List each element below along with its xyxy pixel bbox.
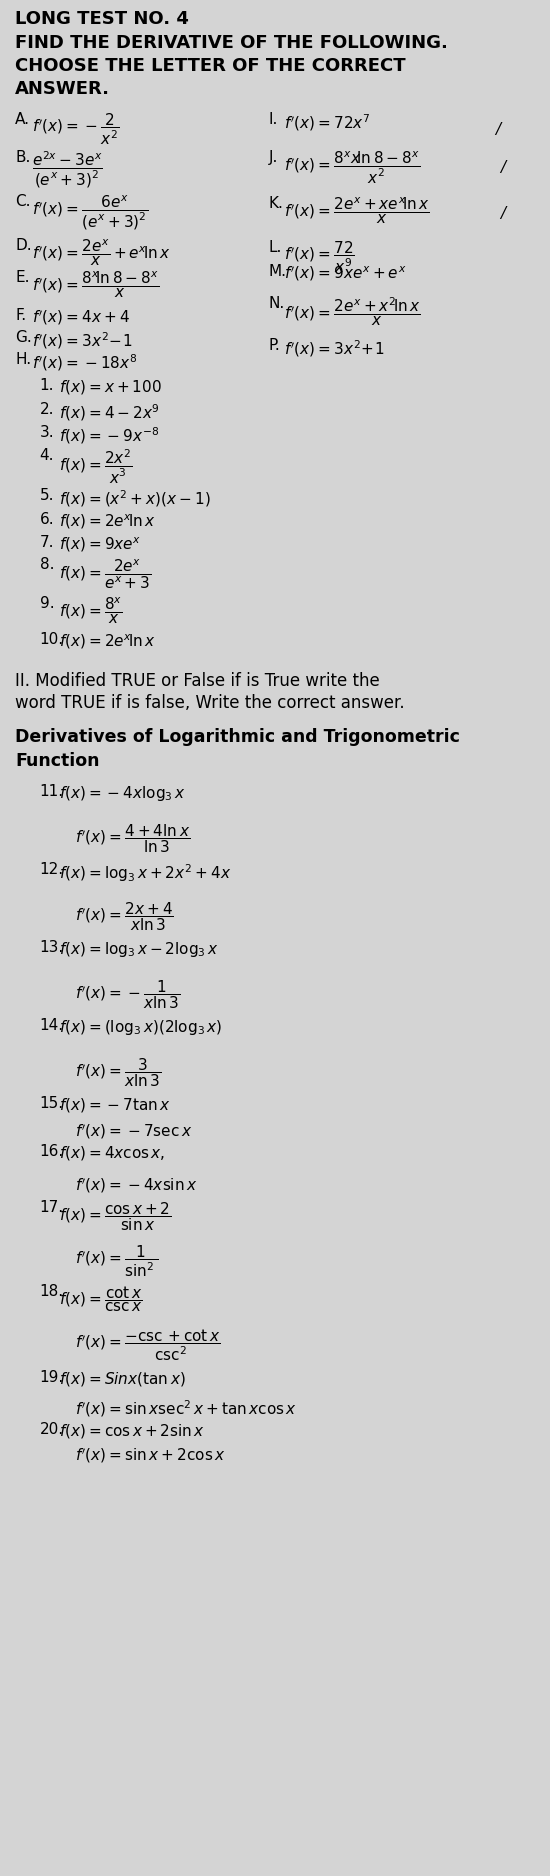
- Text: 1.: 1.: [40, 377, 54, 392]
- Text: $f(x)=\dfrac{8^x}{x}$: $f(x)=\dfrac{8^x}{x}$: [58, 597, 122, 627]
- Text: 7.: 7.: [40, 535, 54, 550]
- Text: D.: D.: [15, 238, 32, 253]
- Text: 11.: 11.: [40, 784, 64, 799]
- Text: 8.: 8.: [40, 557, 54, 572]
- Text: P.: P.: [269, 338, 280, 353]
- Text: $f'(x)=-7\sec x$: $f'(x)=-7\sec x$: [75, 1122, 193, 1141]
- Text: LONG TEST NO. 4: LONG TEST NO. 4: [15, 9, 189, 28]
- Text: $f'(x)=\dfrac{2e^x}{x}+e^x\!\ln x$: $f'(x)=\dfrac{2e^x}{x}+e^x\!\ln x$: [32, 238, 171, 268]
- Text: /: /: [500, 206, 505, 221]
- Text: $f'(x)=3x^2\!+\!1$: $f'(x)=3x^2\!+\!1$: [284, 338, 384, 358]
- Text: $f'(x)=72x^7$: $f'(x)=72x^7$: [284, 113, 371, 133]
- Text: C.: C.: [15, 193, 31, 208]
- Text: $f(x)=-4x\log_3 x$: $f(x)=-4x\log_3 x$: [58, 784, 185, 803]
- Text: $f'(x)=3x^2\!-\!1$: $f'(x)=3x^2\!-\!1$: [32, 330, 133, 351]
- Text: $f(x)=\dfrac{\cos x+2}{\sin x}$: $f(x)=\dfrac{\cos x+2}{\sin x}$: [58, 1201, 171, 1233]
- Text: $f(x)=(\log_3 x)(2\log_3 x)$: $f(x)=(\log_3 x)(2\log_3 x)$: [58, 1019, 222, 1037]
- Text: $f(x)=(x^2+x)(x-1)$: $f(x)=(x^2+x)(x-1)$: [58, 488, 210, 508]
- Text: $f(x)=\mathit{Sin}x(\tan x)$: $f(x)=\mathit{Sin}x(\tan x)$: [58, 1369, 185, 1388]
- Text: 15.: 15.: [40, 1096, 64, 1111]
- Text: 6.: 6.: [40, 512, 54, 527]
- Text: 4.: 4.: [40, 448, 54, 463]
- Text: $f(x)=\log_3 x-2\log_3 x$: $f(x)=\log_3 x-2\log_3 x$: [58, 940, 218, 959]
- Text: $f'(x)=\dfrac{2x+4}{x\ln 3}$: $f'(x)=\dfrac{2x+4}{x\ln 3}$: [75, 900, 174, 932]
- Text: Derivatives of Logarithmic and Trigonometric: Derivatives of Logarithmic and Trigonome…: [15, 728, 460, 747]
- Text: CHOOSE THE LETTER OF THE CORRECT: CHOOSE THE LETTER OF THE CORRECT: [15, 56, 406, 75]
- Text: M.: M.: [269, 265, 287, 280]
- Text: K.: K.: [269, 195, 284, 210]
- Text: 18.: 18.: [40, 1283, 64, 1298]
- Text: 12.: 12.: [40, 861, 64, 876]
- Text: 10.: 10.: [40, 632, 64, 647]
- Text: A.: A.: [15, 113, 30, 128]
- Text: $f'(x)=\dfrac{-\csc+\cot x}{\csc^2}$: $f'(x)=\dfrac{-\csc+\cot x}{\csc^2}$: [75, 1328, 221, 1364]
- Text: $f'(x)=-\dfrac{2}{x^2}$: $f'(x)=-\dfrac{2}{x^2}$: [32, 113, 119, 148]
- Text: $f'(x)=\dfrac{72}{x^9}$: $f'(x)=\dfrac{72}{x^9}$: [284, 240, 355, 276]
- Text: $f(x)=4-2x^9$: $f(x)=4-2x^9$: [58, 401, 160, 422]
- Text: F.: F.: [15, 308, 26, 323]
- Text: Function: Function: [15, 752, 100, 769]
- Text: G.: G.: [15, 330, 32, 345]
- Text: $f'(x)=\dfrac{8^x\!\ln 8-8^x}{x}$: $f'(x)=\dfrac{8^x\!\ln 8-8^x}{x}$: [32, 270, 159, 300]
- Text: $\dfrac{e^{2x}-3e^x}{(e^x+3)^2}$: $\dfrac{e^{2x}-3e^x}{(e^x+3)^2}$: [32, 150, 103, 189]
- Text: 17.: 17.: [40, 1201, 64, 1216]
- Text: $f'(x)=\sin x\sec^2 x+\tan x\cos x$: $f'(x)=\sin x\sec^2 x+\tan x\cos x$: [75, 1398, 298, 1418]
- Text: word TRUE if is false, Write the correct answer.: word TRUE if is false, Write the correct…: [15, 694, 405, 713]
- Text: $f'(x)=9xe^x+e^x$: $f'(x)=9xe^x+e^x$: [284, 265, 406, 283]
- Text: H.: H.: [15, 353, 31, 368]
- Text: $f'(x)=\dfrac{2e^x+x^2\!\ln x}{x}$: $f'(x)=\dfrac{2e^x+x^2\!\ln x}{x}$: [284, 296, 421, 328]
- Text: $f(x)=\dfrac{\cot x}{\csc x}$: $f(x)=\dfrac{\cot x}{\csc x}$: [58, 1283, 142, 1313]
- Text: $f'(x)=\dfrac{1}{\sin^2}$: $f'(x)=\dfrac{1}{\sin^2}$: [75, 1244, 159, 1279]
- Text: 3.: 3.: [40, 426, 54, 441]
- Text: 19.: 19.: [40, 1369, 64, 1384]
- Text: $f(x)=\cos x+2\sin x$: $f(x)=\cos x+2\sin x$: [58, 1422, 205, 1441]
- Text: $f(x)=\dfrac{2x^2}{x^3}$: $f(x)=\dfrac{2x^2}{x^3}$: [58, 448, 132, 486]
- Text: 9.: 9.: [40, 597, 54, 612]
- Text: 20.: 20.: [40, 1422, 64, 1437]
- Text: N.: N.: [269, 296, 285, 311]
- Text: $f(x)=4x\cos x,$: $f(x)=4x\cos x,$: [58, 1144, 165, 1161]
- Text: $f'(x)=\sin x+2\cos x$: $f'(x)=\sin x+2\cos x$: [75, 1446, 226, 1465]
- Text: $f(x)=\log_3 x+2x^2+4x$: $f(x)=\log_3 x+2x^2+4x$: [58, 861, 230, 884]
- Text: L.: L.: [269, 240, 282, 255]
- Text: $f'(x)=\dfrac{6e^x}{(e^x+3)^2}$: $f'(x)=\dfrac{6e^x}{(e^x+3)^2}$: [32, 193, 148, 233]
- Text: FIND THE DERIVATIVE OF THE FOLLOWING.: FIND THE DERIVATIVE OF THE FOLLOWING.: [15, 34, 448, 53]
- Text: 13.: 13.: [40, 940, 64, 955]
- Text: 2.: 2.: [40, 401, 54, 416]
- Text: $f(x)=2e^x\!\ln x$: $f(x)=2e^x\!\ln x$: [58, 632, 155, 651]
- Text: $f(x)=2e^x\!\ln x$: $f(x)=2e^x\!\ln x$: [58, 512, 155, 531]
- Text: $f'(x)=\dfrac{2e^x+xe^x\!\ln x}{x}$: $f'(x)=\dfrac{2e^x+xe^x\!\ln x}{x}$: [284, 195, 430, 227]
- Text: $f'(x)=-4x\sin x$: $f'(x)=-4x\sin x$: [75, 1176, 198, 1195]
- Text: $f'(x)=4x+4$: $f'(x)=4x+4$: [32, 308, 130, 326]
- Text: B.: B.: [15, 150, 30, 165]
- Text: /: /: [500, 159, 505, 174]
- Text: E.: E.: [15, 270, 30, 285]
- Text: $f(x)=\dfrac{2e^x}{e^x+3}$: $f(x)=\dfrac{2e^x}{e^x+3}$: [58, 557, 151, 591]
- Text: $f(x)=-9x^{-8}$: $f(x)=-9x^{-8}$: [58, 426, 158, 446]
- Text: 5.: 5.: [40, 488, 54, 503]
- Text: J.: J.: [269, 150, 278, 165]
- Text: 16.: 16.: [40, 1144, 64, 1159]
- Text: ANSWER.: ANSWER.: [15, 81, 110, 98]
- Text: $f(x)=x+100$: $f(x)=x+100$: [58, 377, 161, 396]
- Text: II. Modified TRUE or False if is True write the: II. Modified TRUE or False if is True wr…: [15, 672, 380, 690]
- Text: $f'(x)=-18x^8$: $f'(x)=-18x^8$: [32, 353, 138, 373]
- Text: $f'(x)=\dfrac{4+4\ln x}{\ln 3}$: $f'(x)=\dfrac{4+4\ln x}{\ln 3}$: [75, 822, 191, 855]
- Text: 14.: 14.: [40, 1019, 64, 1034]
- Text: $f'(x)=\dfrac{8^x x\!\ln 8-8^x}{x^2}$: $f'(x)=\dfrac{8^x x\!\ln 8-8^x}{x^2}$: [284, 150, 420, 186]
- Text: $f'(x)=\dfrac{3}{x\ln 3}$: $f'(x)=\dfrac{3}{x\ln 3}$: [75, 1056, 162, 1088]
- Text: $f'(x)=-\dfrac{1}{x\ln 3}$: $f'(x)=-\dfrac{1}{x\ln 3}$: [75, 977, 181, 1011]
- Text: $f(x)=9xe^x$: $f(x)=9xe^x$: [58, 535, 141, 553]
- Text: $f(x)=-7\tan x$: $f(x)=-7\tan x$: [58, 1096, 170, 1114]
- Text: I.: I.: [269, 113, 278, 128]
- Text: /: /: [496, 122, 500, 137]
